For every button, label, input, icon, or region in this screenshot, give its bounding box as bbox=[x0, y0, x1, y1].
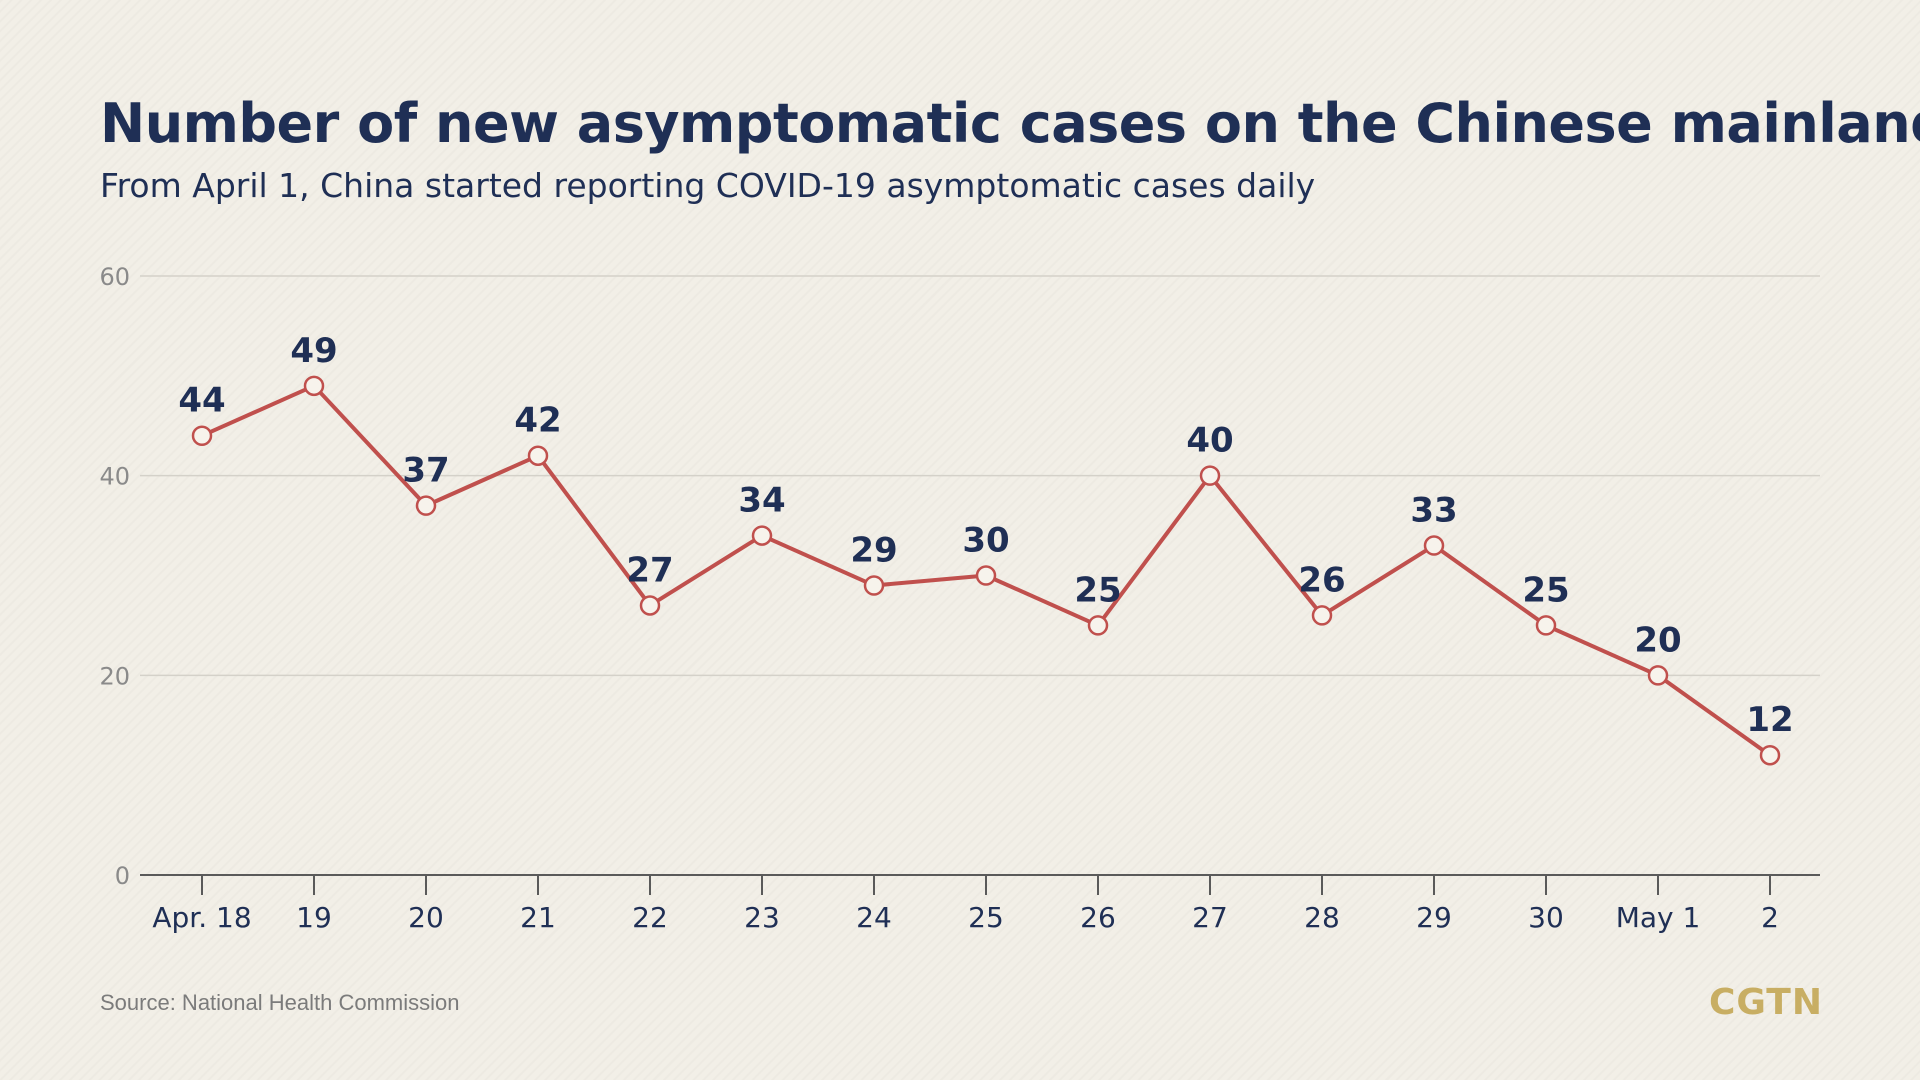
data-label: 44 bbox=[178, 381, 225, 421]
data-label: 49 bbox=[290, 331, 337, 371]
data-point bbox=[1199, 465, 1221, 486]
data-point bbox=[1423, 535, 1445, 556]
x-tick-label: 23 bbox=[744, 901, 780, 934]
x-tick-label: 26 bbox=[1080, 901, 1116, 934]
x-tick-label: 27 bbox=[1192, 901, 1228, 934]
x-tick-label: 21 bbox=[520, 901, 556, 934]
data-label: 12 bbox=[1746, 700, 1793, 740]
x-tick-label: 29 bbox=[1416, 901, 1452, 934]
data-point bbox=[1087, 615, 1109, 636]
y-tick-label: 60 bbox=[99, 263, 130, 291]
x-tick-label: 20 bbox=[408, 901, 444, 934]
data-label: 34 bbox=[738, 481, 785, 521]
x-tick-label: 22 bbox=[632, 901, 668, 934]
x-tick-label: 30 bbox=[1528, 901, 1564, 934]
data-label: 42 bbox=[514, 401, 561, 441]
data-label: 25 bbox=[1522, 570, 1569, 610]
data-point bbox=[527, 445, 549, 466]
source-note: Source: National Health Commission bbox=[100, 990, 460, 1015]
data-label: 27 bbox=[626, 550, 673, 590]
chart-subtitle: From April 1, China started reporting CO… bbox=[100, 166, 1316, 205]
data-point bbox=[415, 495, 437, 516]
data-points bbox=[191, 375, 1781, 766]
grid-lines bbox=[140, 275, 1820, 677]
x-tick-label: 19 bbox=[296, 901, 332, 934]
data-point bbox=[751, 525, 773, 546]
data-label: 30 bbox=[962, 521, 1009, 561]
y-axis: 0 20 40 60 bbox=[99, 263, 130, 890]
x-tick-label: 24 bbox=[856, 901, 892, 934]
x-tick-label: Apr. 18 bbox=[152, 901, 251, 934]
data-label: 33 bbox=[1410, 491, 1457, 531]
data-point bbox=[1311, 605, 1333, 626]
data-point bbox=[1535, 615, 1557, 636]
data-point bbox=[863, 575, 885, 596]
data-label: 20 bbox=[1634, 620, 1681, 660]
data-point bbox=[191, 425, 213, 446]
y-tick-label: 40 bbox=[99, 463, 130, 491]
x-tick-label: 25 bbox=[968, 901, 1004, 934]
data-labels: 44 49 37 42 27 34 29 30 25 40 26 33 25 20 12 bbox=[178, 331, 1793, 740]
chart-title: Number of new asymptomatic cases on the … bbox=[100, 92, 1920, 155]
data-point bbox=[1759, 744, 1781, 766]
x-tick-label: 28 bbox=[1304, 901, 1340, 934]
data-label: 40 bbox=[1186, 421, 1233, 461]
x-tick-label: May 1 bbox=[1616, 901, 1701, 934]
data-label: 37 bbox=[402, 451, 449, 491]
data-label: 26 bbox=[1298, 560, 1345, 600]
data-point bbox=[975, 565, 997, 586]
data-point bbox=[303, 375, 325, 397]
data-label: 29 bbox=[850, 530, 897, 570]
x-tick-label: 2 bbox=[1761, 901, 1779, 934]
data-point bbox=[639, 595, 661, 616]
data-label: 25 bbox=[1074, 570, 1121, 610]
y-tick-label: 20 bbox=[99, 662, 130, 690]
cgtn-logo: CGTN bbox=[1708, 982, 1823, 1023]
data-point bbox=[1647, 665, 1669, 686]
y-tick-label: 0 bbox=[115, 862, 130, 890]
x-axis: Apr. 18 19 20 21 22 23 24 25 26 27 28 29 30 May 1 2 bbox=[140, 874, 1820, 934]
